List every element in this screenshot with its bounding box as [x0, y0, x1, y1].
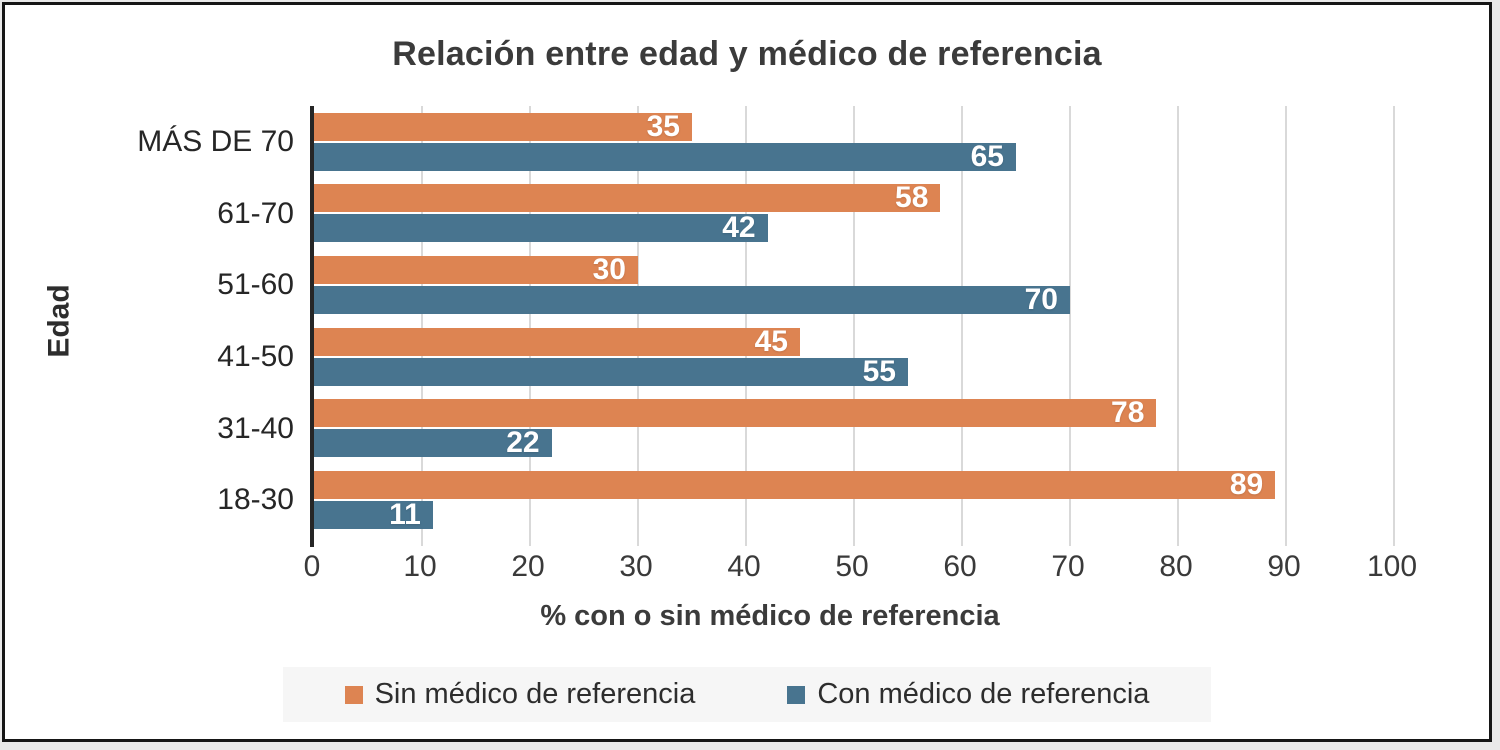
gridline [529, 106, 531, 546]
x-ticks: 0 10 20 30 40 50 60 70 80 90 100 [304, 550, 1417, 590]
x-axis-label: % con o sin médico de referencia [540, 600, 1000, 632]
x-tick-label: 20 [511, 550, 545, 583]
legend-item-sin-medico-de-referencia: Sin médico de referencia [344, 678, 696, 711]
gridline [745, 106, 747, 546]
x-tick-label: 30 [619, 550, 653, 583]
gridline [961, 106, 963, 546]
bar-con-medico-de-referencia: 22 [314, 426, 552, 460]
bar-value-label: 35 [646, 109, 680, 143]
category-label: 41-50 [217, 339, 294, 373]
x-tick-label: 0 [303, 550, 321, 583]
gridline [853, 106, 855, 546]
category-labels: MÁS DE 70 61-70 51-60 41-50 31-40 18-30 [90, 106, 310, 536]
legend-swatch [344, 685, 363, 704]
y-axis-label: Edad [43, 284, 77, 358]
bar-value-label: 22 [506, 426, 540, 460]
x-tick-label: 60 [943, 550, 977, 583]
bar-sin-medico-de-referencia: 30 [314, 253, 638, 287]
bar-value-label: 30 [592, 253, 626, 287]
x-tick-label: 90 [1267, 550, 1301, 583]
x-tick-label: 50 [835, 550, 869, 583]
gridline [1177, 106, 1179, 546]
gridline [1393, 106, 1395, 546]
x-tick-label: 100 [1366, 550, 1418, 583]
bar-value-label: 55 [862, 354, 896, 388]
legend-wrap: Sin médico de referencia Con médico de re… [5, 667, 1489, 722]
bar-group: 78 22 [314, 393, 1394, 465]
bar-group: 35 65 [314, 106, 1394, 178]
bar-value-label: 65 [970, 139, 1004, 173]
bar-value-label: 89 [1229, 468, 1264, 502]
x-tick-label: 70 [1051, 550, 1085, 583]
plot-area: 35 65 58 42 30 70 45 55 78 22 89 11 [310, 106, 1395, 547]
bar-con-medico-de-referencia: 55 [314, 354, 908, 388]
gridline [421, 106, 423, 546]
bars-area: 35 65 58 42 30 70 45 55 78 22 89 11 [314, 106, 1395, 546]
bar-con-medico-de-referencia: 11 [314, 498, 433, 532]
chart-title: Relación entre edad y médico de referenc… [392, 35, 1102, 73]
legend-swatch [787, 685, 806, 704]
category-label: 18-30 [217, 483, 294, 517]
bar-value-label: 58 [895, 181, 929, 215]
bar-group: 89 11 [314, 464, 1394, 536]
gridline [1069, 106, 1071, 546]
x-tick-label: 80 [1159, 550, 1193, 583]
bar-value-label: 11 [389, 498, 421, 532]
legend-label: Con médico de referencia [817, 678, 1150, 710]
bar-value-label: 78 [1111, 396, 1145, 430]
category-label: MÁS DE 70 [137, 124, 294, 158]
bar-group: 58 42 [314, 178, 1394, 250]
legend: Sin médico de referencia Con médico de re… [282, 667, 1212, 722]
category-label: 31-40 [217, 411, 294, 445]
bar-sin-medico-de-referencia: 78 [314, 396, 1157, 430]
bar-value-label: 42 [722, 211, 756, 245]
bar-con-medico-de-referencia: 65 [314, 139, 1016, 173]
x-tick-label: 40 [727, 550, 761, 583]
bar-value-label: 70 [1024, 283, 1058, 317]
gridline [637, 106, 639, 546]
y-axis-label-column: Edad [30, 106, 90, 536]
gridline [1285, 106, 1287, 546]
chart-body: Edad MÁS DE 70 61-70 51-60 41-50 31-40 18-30 … [30, 106, 1489, 547]
bar-con-medico-de-referencia: 70 [314, 283, 1070, 317]
category-label: 51-60 [217, 268, 294, 302]
bar-sin-medico-de-referencia: 89 [314, 468, 1276, 502]
bar-sin-medico-de-referencia: 58 [314, 181, 941, 215]
x-tick-label: 10 [403, 550, 437, 583]
y-axis-line [310, 106, 314, 547]
bar-sin-medico-de-referencia: 45 [314, 324, 800, 358]
legend-label: Sin médico de referencia [374, 678, 696, 710]
bar-group: 30 70 [314, 249, 1394, 321]
legend-item-con-medico-de-referencia: Con médico de referencia [787, 678, 1149, 711]
bar-sin-medico-de-referencia: 35 [314, 109, 692, 143]
bar-con-medico-de-referencia: 42 [314, 211, 768, 245]
category-label: 61-70 [217, 196, 294, 230]
bar-value-label: 45 [754, 324, 788, 358]
bar-group: 45 55 [314, 321, 1394, 393]
